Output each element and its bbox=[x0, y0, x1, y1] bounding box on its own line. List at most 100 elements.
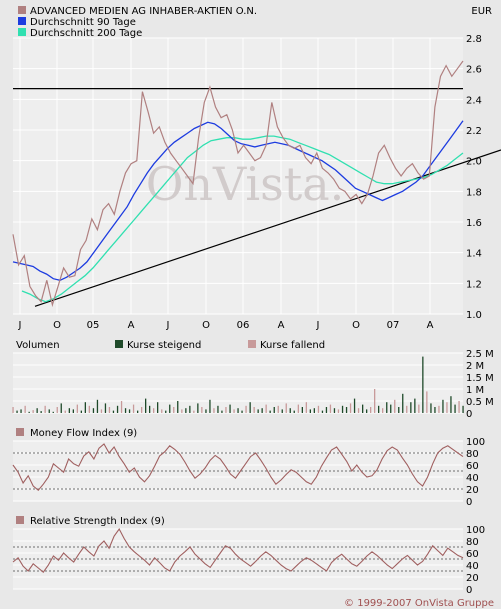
rsi-y-tick-label: 40 bbox=[466, 561, 479, 572]
volume-bar bbox=[60, 403, 62, 413]
volume-bar bbox=[357, 408, 360, 413]
volume-bar bbox=[149, 405, 151, 413]
main-y-tick-label: 1.4 bbox=[466, 249, 482, 260]
volume-bar bbox=[406, 405, 408, 413]
volume-bar bbox=[145, 398, 147, 413]
volume-bar bbox=[281, 409, 283, 413]
x-tick-label: O bbox=[352, 320, 360, 331]
rsi-title: Relative Strength Index (9) bbox=[30, 516, 165, 527]
volume-bar bbox=[301, 407, 303, 413]
volume-bar bbox=[329, 404, 332, 413]
watermark: OnVista. bbox=[146, 157, 345, 211]
x-tick-label: J bbox=[166, 320, 170, 331]
volume-bar bbox=[317, 405, 320, 413]
volume-bar bbox=[120, 401, 123, 413]
volume-bar bbox=[446, 402, 448, 413]
volume-bar bbox=[229, 404, 231, 413]
volume-plot-background bbox=[13, 353, 463, 413]
volume-bar bbox=[100, 409, 103, 413]
mfi-title: Money Flow Index (9) bbox=[30, 428, 137, 439]
volume-bar bbox=[450, 396, 452, 413]
mfi-grid bbox=[13, 440, 463, 502]
main-y-tick-label: 1.2 bbox=[466, 279, 482, 290]
volume-bar bbox=[313, 408, 315, 413]
main-y-tick-label: 2.4 bbox=[466, 95, 482, 106]
volume-bar bbox=[201, 407, 203, 413]
volume-bar bbox=[40, 411, 42, 413]
volume-bar bbox=[76, 404, 78, 413]
volume-bar bbox=[325, 407, 328, 413]
volume-bar bbox=[92, 408, 95, 413]
legend-ma90-swatch bbox=[18, 17, 26, 25]
volume-bar bbox=[237, 408, 239, 413]
volume-bar bbox=[253, 407, 255, 413]
volume-bar bbox=[398, 407, 400, 413]
legend-rising-label: Kurse steigend bbox=[127, 340, 201, 351]
main-y-tick-label: 2.6 bbox=[466, 65, 482, 76]
main-y-tick-label: 2.8 bbox=[466, 34, 482, 45]
volume-y-tick-label: 2.5 M bbox=[466, 349, 494, 360]
volume-y-axis-labels: 00.5 M1 M1.5 M2 M2.5 M bbox=[466, 349, 494, 420]
volume-bar bbox=[438, 405, 440, 413]
main-y-tick-label: 2.0 bbox=[466, 157, 482, 168]
volume-bar bbox=[80, 410, 82, 413]
mfi-series bbox=[12, 443, 464, 491]
price-line bbox=[12, 60, 464, 308]
x-tick-label: O bbox=[202, 320, 210, 331]
volume-bar bbox=[193, 410, 195, 413]
volume-bar bbox=[265, 404, 267, 413]
volume-bar bbox=[44, 405, 46, 413]
volume-bar bbox=[189, 405, 191, 413]
main-y-tick-label: 1.6 bbox=[466, 218, 482, 229]
volume-bar bbox=[32, 410, 34, 413]
legend-falling-swatch bbox=[248, 340, 256, 348]
x-tick-label: J bbox=[18, 320, 22, 331]
volume-bar bbox=[378, 405, 380, 413]
volume-bar bbox=[370, 407, 372, 413]
mfi-line bbox=[12, 443, 464, 491]
volume-bar bbox=[24, 405, 26, 413]
volume-bar bbox=[169, 404, 171, 413]
volume-bar bbox=[72, 409, 74, 413]
volume-bar bbox=[305, 402, 307, 413]
x-axis-labels: J O 05 A J O 06 A J O 07 A bbox=[18, 320, 434, 331]
volume-bar bbox=[132, 404, 135, 413]
volume-bar bbox=[108, 407, 111, 413]
volume-bar bbox=[233, 409, 235, 413]
volume-bar bbox=[16, 410, 18, 413]
x-tick-label: A bbox=[278, 320, 285, 331]
volume-bar bbox=[185, 408, 187, 413]
volume-bar bbox=[273, 407, 275, 413]
volume-y-tick-label: 1.5 M bbox=[466, 373, 494, 384]
volume-bar bbox=[116, 405, 119, 413]
volume-bar bbox=[128, 409, 131, 413]
volume-bar bbox=[261, 408, 263, 413]
volume-bar bbox=[277, 405, 279, 413]
volume-bar bbox=[141, 407, 143, 413]
volume-bar bbox=[56, 407, 58, 413]
volume-bar bbox=[341, 405, 344, 413]
volume-bar bbox=[245, 405, 247, 413]
mfi-y-tick-label: 40 bbox=[466, 473, 479, 484]
mfi-y-tick-label: 0 bbox=[466, 497, 472, 508]
volume-bar bbox=[345, 407, 348, 413]
volume-bar bbox=[430, 403, 432, 413]
rsi-y-tick-label: 0 bbox=[466, 585, 472, 596]
volume-bar bbox=[213, 408, 215, 413]
volume-bar bbox=[197, 403, 199, 413]
volume-title: Volumen bbox=[16, 340, 60, 351]
x-tick-label: 07 bbox=[387, 320, 400, 331]
volume-bar bbox=[217, 405, 219, 413]
volume-bar bbox=[402, 393, 404, 413]
volume-bar bbox=[153, 408, 155, 413]
x-tick-label: 06 bbox=[237, 320, 250, 331]
x-tick-label: 05 bbox=[87, 320, 100, 331]
rsi-series bbox=[12, 527, 464, 574]
volume-bar bbox=[104, 403, 107, 413]
ma90-line bbox=[12, 120, 464, 281]
legend-ma200-swatch bbox=[18, 28, 26, 36]
legend-falling-label: Kurse fallend bbox=[260, 340, 325, 351]
main-y-tick-label: 1.8 bbox=[466, 187, 482, 198]
volume-bar bbox=[225, 407, 227, 413]
